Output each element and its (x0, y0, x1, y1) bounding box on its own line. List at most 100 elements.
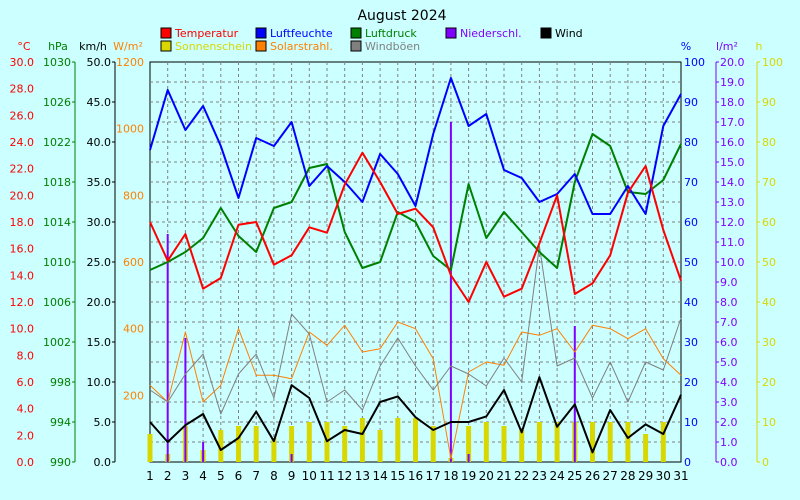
axis-unit-sun: h (756, 40, 763, 53)
axis-tick-label-temp: 6.0 (17, 376, 35, 389)
axis-unit-wind: km/h (79, 40, 107, 53)
axis-tick-label-wind: 20.0 (87, 296, 112, 309)
series-line-Temperatur (149, 151, 682, 303)
axis-tick-label-press: 994 (50, 416, 71, 429)
x-tick-label: 25 (567, 469, 582, 483)
axis-tick-label-wind: 50.0 (87, 56, 112, 69)
axis-tick-label-rain: 7.0 (720, 316, 738, 329)
bar-Niederschl. (184, 338, 187, 462)
legend-item: Wind (540, 27, 583, 40)
axis-tick-label-temp: 8.0 (17, 349, 35, 362)
axis-tick-label-temp: 22.0 (10, 163, 35, 176)
axis-tick-label-press: 990 (50, 456, 71, 469)
legend: Temperatur Luftfeuchte Luftdruck Niederschl… (160, 27, 583, 53)
axis-tick-label-temp: 24.0 (10, 136, 35, 149)
bar-Sonnenschein (430, 426, 436, 462)
axis-sun: h 0 10 20 30 40 50 60 70 80 90 100 (756, 40, 783, 469)
axis-tick-label-press: 1030 (43, 56, 71, 69)
bar-Sonnenschein (395, 418, 401, 462)
x-tick-label: 15 (390, 469, 405, 483)
axis-tick-label-wind: 15.0 (87, 336, 112, 349)
x-tick-label: 3 (182, 469, 190, 483)
x-tick-label: 24 (549, 469, 564, 483)
legend-item: Temperatur (160, 27, 239, 40)
bar-Sonnenschein (536, 422, 542, 462)
bar-Niederschl. (290, 454, 293, 462)
axis-tick-label-wind: 5.0 (94, 416, 112, 429)
axis-tick-label-temp: 20.0 (10, 189, 35, 202)
axis-tick-label-press: 1026 (43, 96, 71, 109)
axis-tick-label-rain: 11.0 (720, 236, 745, 249)
legend-swatch (350, 27, 362, 39)
axis-tick-label-press: 1018 (43, 176, 71, 189)
bar-Sonnenschein (342, 426, 348, 462)
axis-tick-label-solar: 200 (123, 389, 144, 402)
legend-swatch (350, 40, 362, 52)
axis-tick-label-wind: 40.0 (87, 136, 112, 149)
legend-label: Sonnenschein (175, 40, 252, 53)
axis-tick-label-hum: 20 (684, 376, 698, 389)
axis-tick-label-rain: 17.0 (720, 116, 745, 129)
axis-unit-hum: % (681, 40, 691, 53)
axis-tick-label-solar: 600 (123, 256, 144, 269)
bar-Sonnenschein (519, 430, 525, 462)
axis-unit-press: hPa (48, 40, 68, 53)
axis-tick-label-rain: 13.0 (720, 196, 745, 209)
axis-tick-label-hum: 90 (684, 96, 698, 109)
axis-tick-label-rain: 8.0 (720, 296, 738, 309)
legend-label: Windböen (365, 40, 420, 53)
axis-tick-label-rain: 18.0 (720, 96, 745, 109)
x-tick-label: 13 (355, 469, 370, 483)
x-tick-label: 5 (217, 469, 225, 483)
legend-label: Temperatur (174, 27, 239, 40)
bar-Niederschl. (449, 122, 452, 462)
series-line-Wind (149, 376, 682, 454)
axis-tick-label-temp: 14.0 (10, 269, 35, 282)
bar-Sonnenschein (289, 426, 295, 462)
legend-swatch (160, 27, 172, 39)
legend-item: Luftfeuchte (255, 27, 333, 40)
bar-Niederschl. (166, 234, 169, 462)
bar-Sonnenschein (359, 418, 365, 462)
axis-press: hPa 990 994 998 1002 1006 1010 1014 1018 1022 1026… (43, 40, 76, 469)
axis-tick-label-wind: 45.0 (87, 96, 112, 109)
axis-hum: % 0 10 20 30 40 50 60 70 80 90 100 (681, 40, 705, 469)
axis-tick-label-sun: 90 (762, 96, 776, 109)
x-tick-label: 19 (461, 469, 476, 483)
axis-tick-label-rain: 2.0 (720, 416, 738, 429)
bar-Sonnenschein (271, 438, 277, 462)
axis-tick-label-sun: 40 (762, 296, 776, 309)
axis-tick-label-hum: 0 (684, 456, 691, 469)
bar-Sonnenschein (413, 418, 418, 462)
axis-tick-label-hum: 70 (684, 176, 698, 189)
axis-tick-label-sun: 10 (762, 416, 776, 429)
axis-tick-label-solar: 1200 (116, 56, 144, 69)
axis-tick-label-sun: 70 (762, 176, 776, 189)
axis-tick-label-rain: 3.0 (720, 396, 738, 409)
axis-tick-label-rain: 6.0 (720, 336, 738, 349)
x-tick-label: 27 (603, 469, 618, 483)
grid (150, 62, 681, 462)
axis-tick-label-rain: 15.0 (720, 156, 745, 169)
legend-item: Niederschl. (445, 27, 522, 40)
x-tick-label: 9 (288, 469, 296, 483)
axis-tick-label-temp: 4.0 (17, 403, 35, 416)
legend-item: Luftdruck (350, 27, 417, 40)
legend-label: Luftdruck (365, 27, 417, 40)
bar-Sonnenschein (236, 426, 241, 462)
legend-item: Sonnenschein (160, 40, 252, 53)
x-axis: 1 2 3 4 5 6 7 8 9 10 11 12 13 14 15 16 17 18 19 20 21 22 23 24 2… (146, 469, 688, 483)
axis-tick-label-press: 1002 (43, 336, 71, 349)
axis-tick-label-hum: 30 (684, 336, 698, 349)
bars (147, 122, 666, 462)
x-tick-label: 6 (235, 469, 243, 483)
axis-tick-label-press: 1010 (43, 256, 71, 269)
bar-Sonnenschein (554, 422, 560, 462)
x-tick-label: 2 (164, 469, 172, 483)
axis-tick-label-rain: 1.0 (720, 436, 738, 449)
legend-label: Wind (555, 27, 583, 40)
axis-wind: km/h 0.0 5.0 10.0 15.0 20.0 25.0 30.0 35.0 40.0 45… (79, 40, 116, 469)
axis-solar: W/m² 200 400 600 800 1000 1200 (113, 40, 144, 402)
axis-tick-label-press: 1022 (43, 136, 71, 149)
axis-tick-label-hum: 10 (684, 416, 698, 429)
